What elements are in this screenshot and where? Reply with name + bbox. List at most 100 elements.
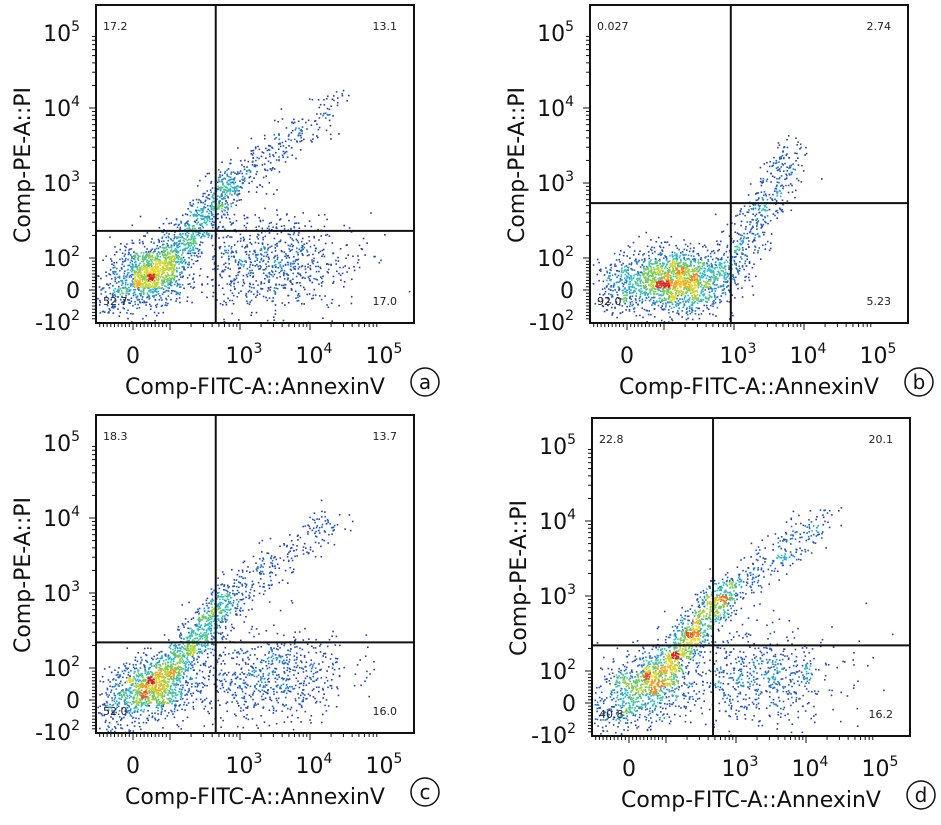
event-point	[134, 286, 136, 288]
event-point	[788, 185, 790, 187]
event-point	[149, 289, 151, 291]
event-point	[152, 270, 154, 272]
event-point	[698, 266, 700, 268]
event-point	[359, 245, 361, 247]
event-point	[678, 249, 680, 251]
event-point	[777, 167, 779, 169]
event-point	[182, 262, 184, 264]
event-point	[682, 279, 684, 281]
event-point	[780, 196, 782, 198]
event-point	[662, 291, 664, 293]
event-point	[264, 138, 266, 140]
event-point	[164, 280, 166, 282]
event-point	[301, 247, 303, 249]
event-point	[166, 290, 168, 292]
event-point	[236, 186, 238, 188]
event-point	[679, 265, 681, 267]
event-point	[681, 290, 683, 292]
event-point	[648, 263, 650, 265]
event-point	[671, 307, 673, 309]
event-point	[285, 253, 287, 255]
event-point	[677, 264, 679, 266]
event-point	[736, 267, 738, 269]
event-point	[629, 263, 631, 265]
event-point	[257, 234, 259, 236]
event-point	[124, 255, 126, 257]
event-point	[284, 251, 286, 253]
event-point	[690, 283, 692, 285]
event-point	[665, 302, 667, 304]
event-point	[114, 267, 116, 269]
event-point	[265, 236, 267, 238]
event-point	[647, 275, 649, 277]
event-point	[168, 295, 170, 297]
event-point	[690, 271, 692, 273]
event-point	[800, 147, 802, 149]
event-point	[146, 279, 148, 281]
event-point	[662, 272, 664, 274]
event-point	[192, 228, 194, 230]
event-point	[158, 293, 160, 295]
event-point	[141, 268, 143, 270]
event-point	[676, 256, 678, 258]
event-point	[173, 279, 175, 281]
event-point	[685, 262, 687, 264]
event-point	[344, 281, 346, 283]
event-point	[266, 193, 268, 195]
event-point	[253, 152, 255, 154]
event-point	[156, 284, 158, 286]
event-point	[301, 249, 303, 251]
event-point	[147, 253, 149, 255]
event-point	[645, 285, 647, 287]
event-point	[231, 223, 233, 225]
event-point	[224, 191, 226, 193]
event-point	[667, 273, 669, 275]
event-point	[607, 272, 609, 274]
event-point	[235, 250, 237, 252]
event-point	[761, 182, 763, 184]
event-point	[247, 246, 249, 248]
event-point	[166, 232, 168, 234]
event-point	[290, 262, 292, 264]
event-point	[676, 285, 678, 287]
event-point	[252, 253, 254, 255]
event-point	[182, 233, 184, 235]
event-point	[167, 257, 169, 259]
event-point	[282, 155, 284, 157]
event-point	[302, 238, 304, 240]
event-point	[119, 276, 121, 278]
event-point	[782, 151, 784, 153]
event-point	[200, 268, 202, 270]
event-point	[679, 255, 681, 257]
event-point	[167, 275, 169, 277]
event-point	[693, 265, 695, 267]
event-point	[168, 269, 170, 271]
event-point	[218, 206, 220, 208]
event-point	[276, 227, 278, 229]
event-point	[689, 297, 691, 299]
event-point	[161, 274, 163, 276]
event-point	[221, 217, 223, 219]
event-point	[169, 252, 171, 254]
event-point	[626, 289, 628, 291]
event-point	[169, 282, 171, 284]
event-point	[694, 295, 696, 297]
event-point	[300, 285, 302, 287]
event-point	[179, 292, 181, 294]
event-point	[670, 265, 672, 267]
event-point	[668, 270, 670, 272]
event-point	[744, 215, 746, 217]
event-point	[737, 283, 739, 285]
event-point	[244, 218, 246, 220]
event-point	[677, 272, 679, 274]
event-point	[641, 285, 643, 287]
event-point	[190, 247, 192, 249]
event-point	[270, 222, 272, 224]
event-point	[268, 226, 270, 228]
event-point	[197, 218, 199, 220]
event-point	[109, 236, 111, 238]
event-point	[630, 289, 632, 291]
event-point	[185, 262, 187, 264]
event-point	[281, 225, 283, 227]
event-point	[171, 245, 173, 247]
